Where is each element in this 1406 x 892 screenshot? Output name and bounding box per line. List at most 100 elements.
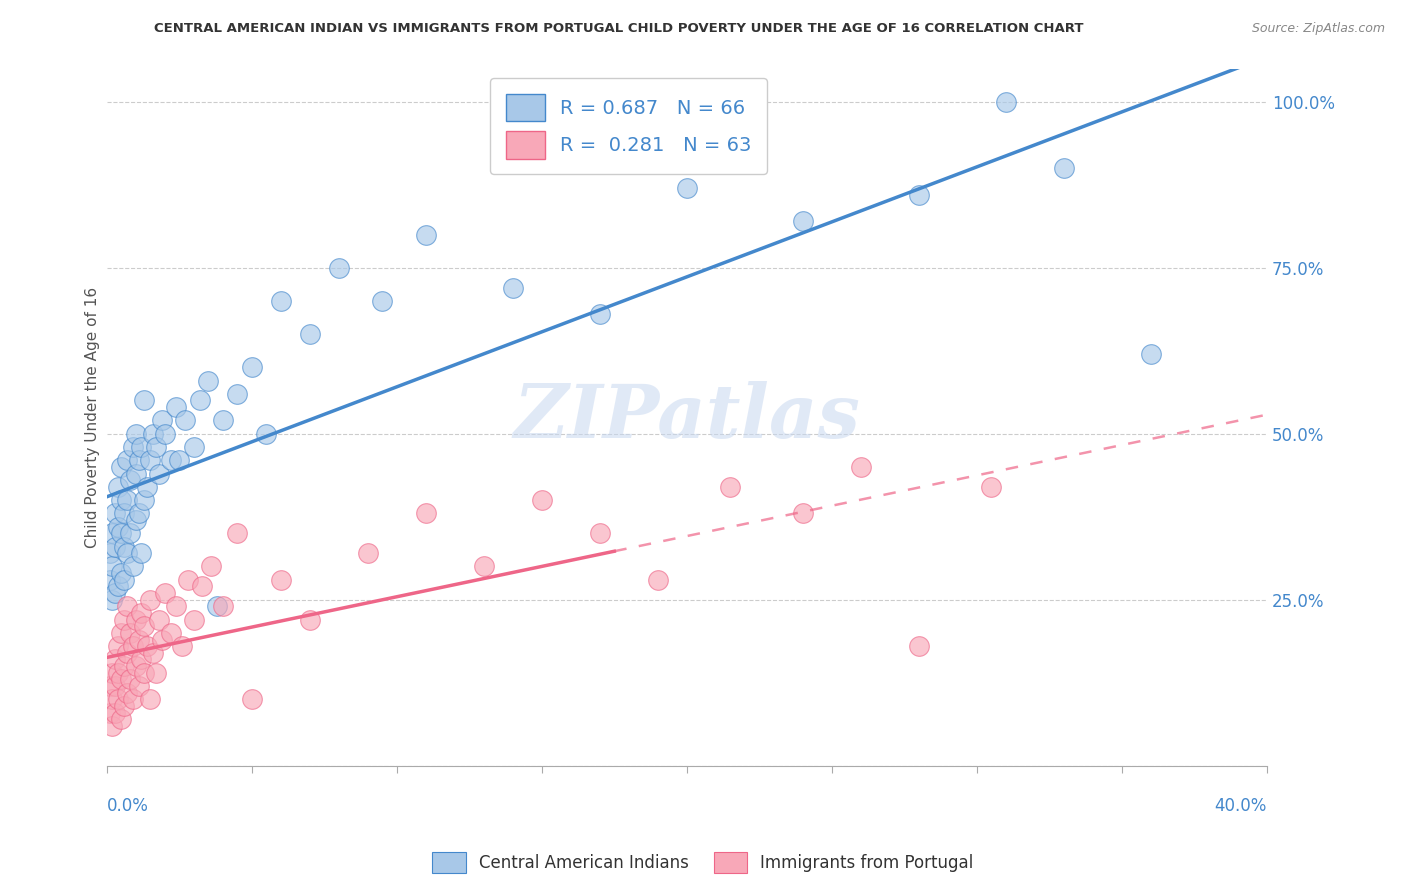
Point	[172, 639, 194, 653]
Point	[115, 685, 138, 699]
Point	[98, 573, 121, 587]
Point	[718, 480, 741, 494]
Point	[118, 526, 141, 541]
Point	[115, 646, 138, 660]
Text: ZIPatlas: ZIPatlas	[513, 381, 860, 453]
Point	[139, 692, 162, 706]
Point	[101, 692, 124, 706]
Point	[908, 187, 931, 202]
Point	[101, 526, 124, 541]
Point	[792, 214, 814, 228]
Point	[107, 692, 129, 706]
Point	[908, 639, 931, 653]
Point	[107, 639, 129, 653]
Point	[211, 599, 233, 614]
Point	[675, 181, 697, 195]
Point	[254, 426, 277, 441]
Point	[128, 632, 150, 647]
Point	[104, 586, 127, 600]
Point	[98, 546, 121, 560]
Point	[849, 459, 872, 474]
Point	[270, 293, 292, 308]
Point	[145, 665, 167, 680]
Point	[107, 665, 129, 680]
Point	[128, 679, 150, 693]
Point	[125, 467, 148, 481]
Point	[121, 692, 143, 706]
Point	[183, 440, 205, 454]
Point	[104, 652, 127, 666]
Point	[131, 440, 153, 454]
Text: 0.0%: 0.0%	[107, 797, 149, 815]
Point	[240, 692, 263, 706]
Point	[104, 507, 127, 521]
Point	[101, 559, 124, 574]
Point	[980, 480, 1002, 494]
Point	[142, 426, 165, 441]
Point	[165, 400, 187, 414]
Point	[994, 95, 1017, 109]
Point	[134, 393, 156, 408]
Point	[226, 387, 249, 401]
Point	[415, 507, 437, 521]
Point	[183, 613, 205, 627]
Point	[191, 579, 214, 593]
Point	[121, 440, 143, 454]
Point	[110, 673, 132, 687]
Point	[136, 639, 159, 653]
Point	[101, 665, 124, 680]
Point	[121, 639, 143, 653]
Point	[357, 546, 380, 560]
Point	[121, 559, 143, 574]
Point	[134, 493, 156, 508]
Point	[270, 573, 292, 587]
Point	[110, 493, 132, 508]
Point	[145, 440, 167, 454]
Point	[107, 579, 129, 593]
Y-axis label: Child Poverty Under the Age of 16: Child Poverty Under the Age of 16	[86, 286, 100, 548]
Point	[153, 586, 176, 600]
Point	[298, 613, 321, 627]
Point	[226, 526, 249, 541]
Point	[647, 573, 669, 587]
Point	[125, 426, 148, 441]
Point	[134, 665, 156, 680]
Point	[134, 619, 156, 633]
Point	[128, 453, 150, 467]
Point	[118, 625, 141, 640]
Point	[177, 573, 200, 587]
Point	[112, 540, 135, 554]
Point	[205, 599, 228, 614]
Point	[472, 559, 495, 574]
Point	[112, 573, 135, 587]
Point	[530, 493, 553, 508]
Point	[165, 599, 187, 614]
Legend: Central American Indians, Immigrants from Portugal: Central American Indians, Immigrants fro…	[426, 846, 980, 880]
Point	[298, 327, 321, 342]
Point	[110, 566, 132, 581]
Point	[115, 546, 138, 560]
Point	[118, 673, 141, 687]
Point	[328, 260, 350, 275]
Point	[188, 393, 211, 408]
Legend: R = 0.687   N = 66, R =  0.281   N = 63: R = 0.687 N = 66, R = 0.281 N = 63	[491, 78, 768, 174]
Point	[115, 493, 138, 508]
Point	[589, 526, 612, 541]
Point	[131, 606, 153, 620]
Point	[110, 459, 132, 474]
Point	[153, 426, 176, 441]
Point	[502, 280, 524, 294]
Point	[240, 360, 263, 375]
Point	[792, 507, 814, 521]
Point	[150, 632, 173, 647]
Point	[148, 613, 170, 627]
Point	[112, 613, 135, 627]
Point	[136, 480, 159, 494]
Point	[104, 679, 127, 693]
Point	[118, 473, 141, 487]
Point	[112, 507, 135, 521]
Point	[415, 227, 437, 242]
Point	[139, 453, 162, 467]
Point	[589, 307, 612, 321]
Point	[110, 526, 132, 541]
